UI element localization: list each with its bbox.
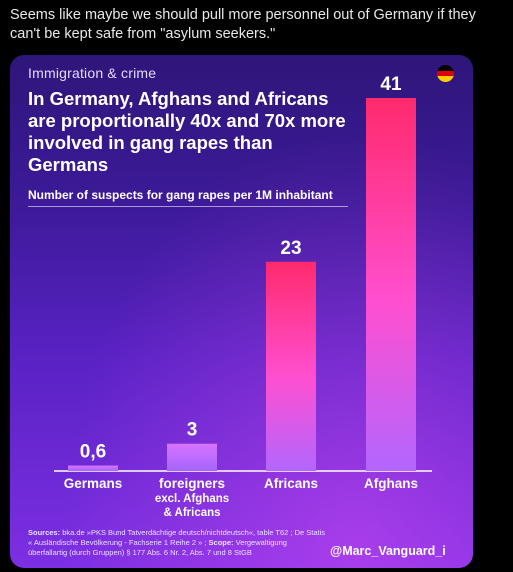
bar-1: [167, 443, 217, 471]
value-label-0: 0,6: [80, 442, 106, 463]
bar-chart: 0,6 Germans 3 foreigners excl. Afghans & Afri…: [54, 74, 432, 519]
category-label-1-0: foreigners: [159, 476, 225, 491]
subtitle-divider: [28, 206, 348, 207]
author-handle[interactable]: @Marc_Vanguard_i: [330, 544, 446, 558]
bar-3: [366, 98, 416, 471]
scope-text: Vergewaltigung überfallartig (durch Grup…: [28, 538, 287, 557]
chart-card[interactable]: Immigration & crime In Germany, Afghans …: [10, 55, 473, 568]
flag-stripe-black: [437, 65, 454, 71]
value-label-1: 3: [187, 420, 198, 441]
chart-subtitle: Number of suspects for gang rapes per 1M…: [28, 188, 333, 202]
value-label-2: 23: [280, 238, 301, 259]
bar-0: [68, 465, 118, 471]
scope-label: Scope:: [208, 538, 234, 547]
post-text: Seems like maybe we should pull more per…: [10, 7, 476, 42]
category-label-3-0: Afghans: [364, 476, 418, 491]
category-label-1-1: excl. Afghans: [155, 493, 229, 505]
flag-stripe-gold: [437, 76, 454, 82]
category-label-2-0: Africans: [264, 476, 318, 491]
value-label-3: 41: [380, 74, 402, 95]
sources-text: bka.de »PKS Bund Tatverdächtige deutsch/…: [28, 528, 326, 547]
chart-headline: In Germany, Afghans and Africans are pro…: [28, 88, 346, 175]
sources-label: Sources:: [28, 528, 61, 537]
flag-stripe-red: [437, 70, 454, 77]
category-label-0-0: Germans: [64, 476, 123, 491]
germany-flag-icon: [437, 65, 454, 82]
bar-2: [266, 261, 316, 471]
chart-kicker: Immigration & crime: [28, 65, 157, 81]
category-label-1-2: & Africans: [163, 507, 220, 519]
sources-note: Sources: bka.de »PKS Bund Tatverdächtige…: [28, 528, 328, 558]
